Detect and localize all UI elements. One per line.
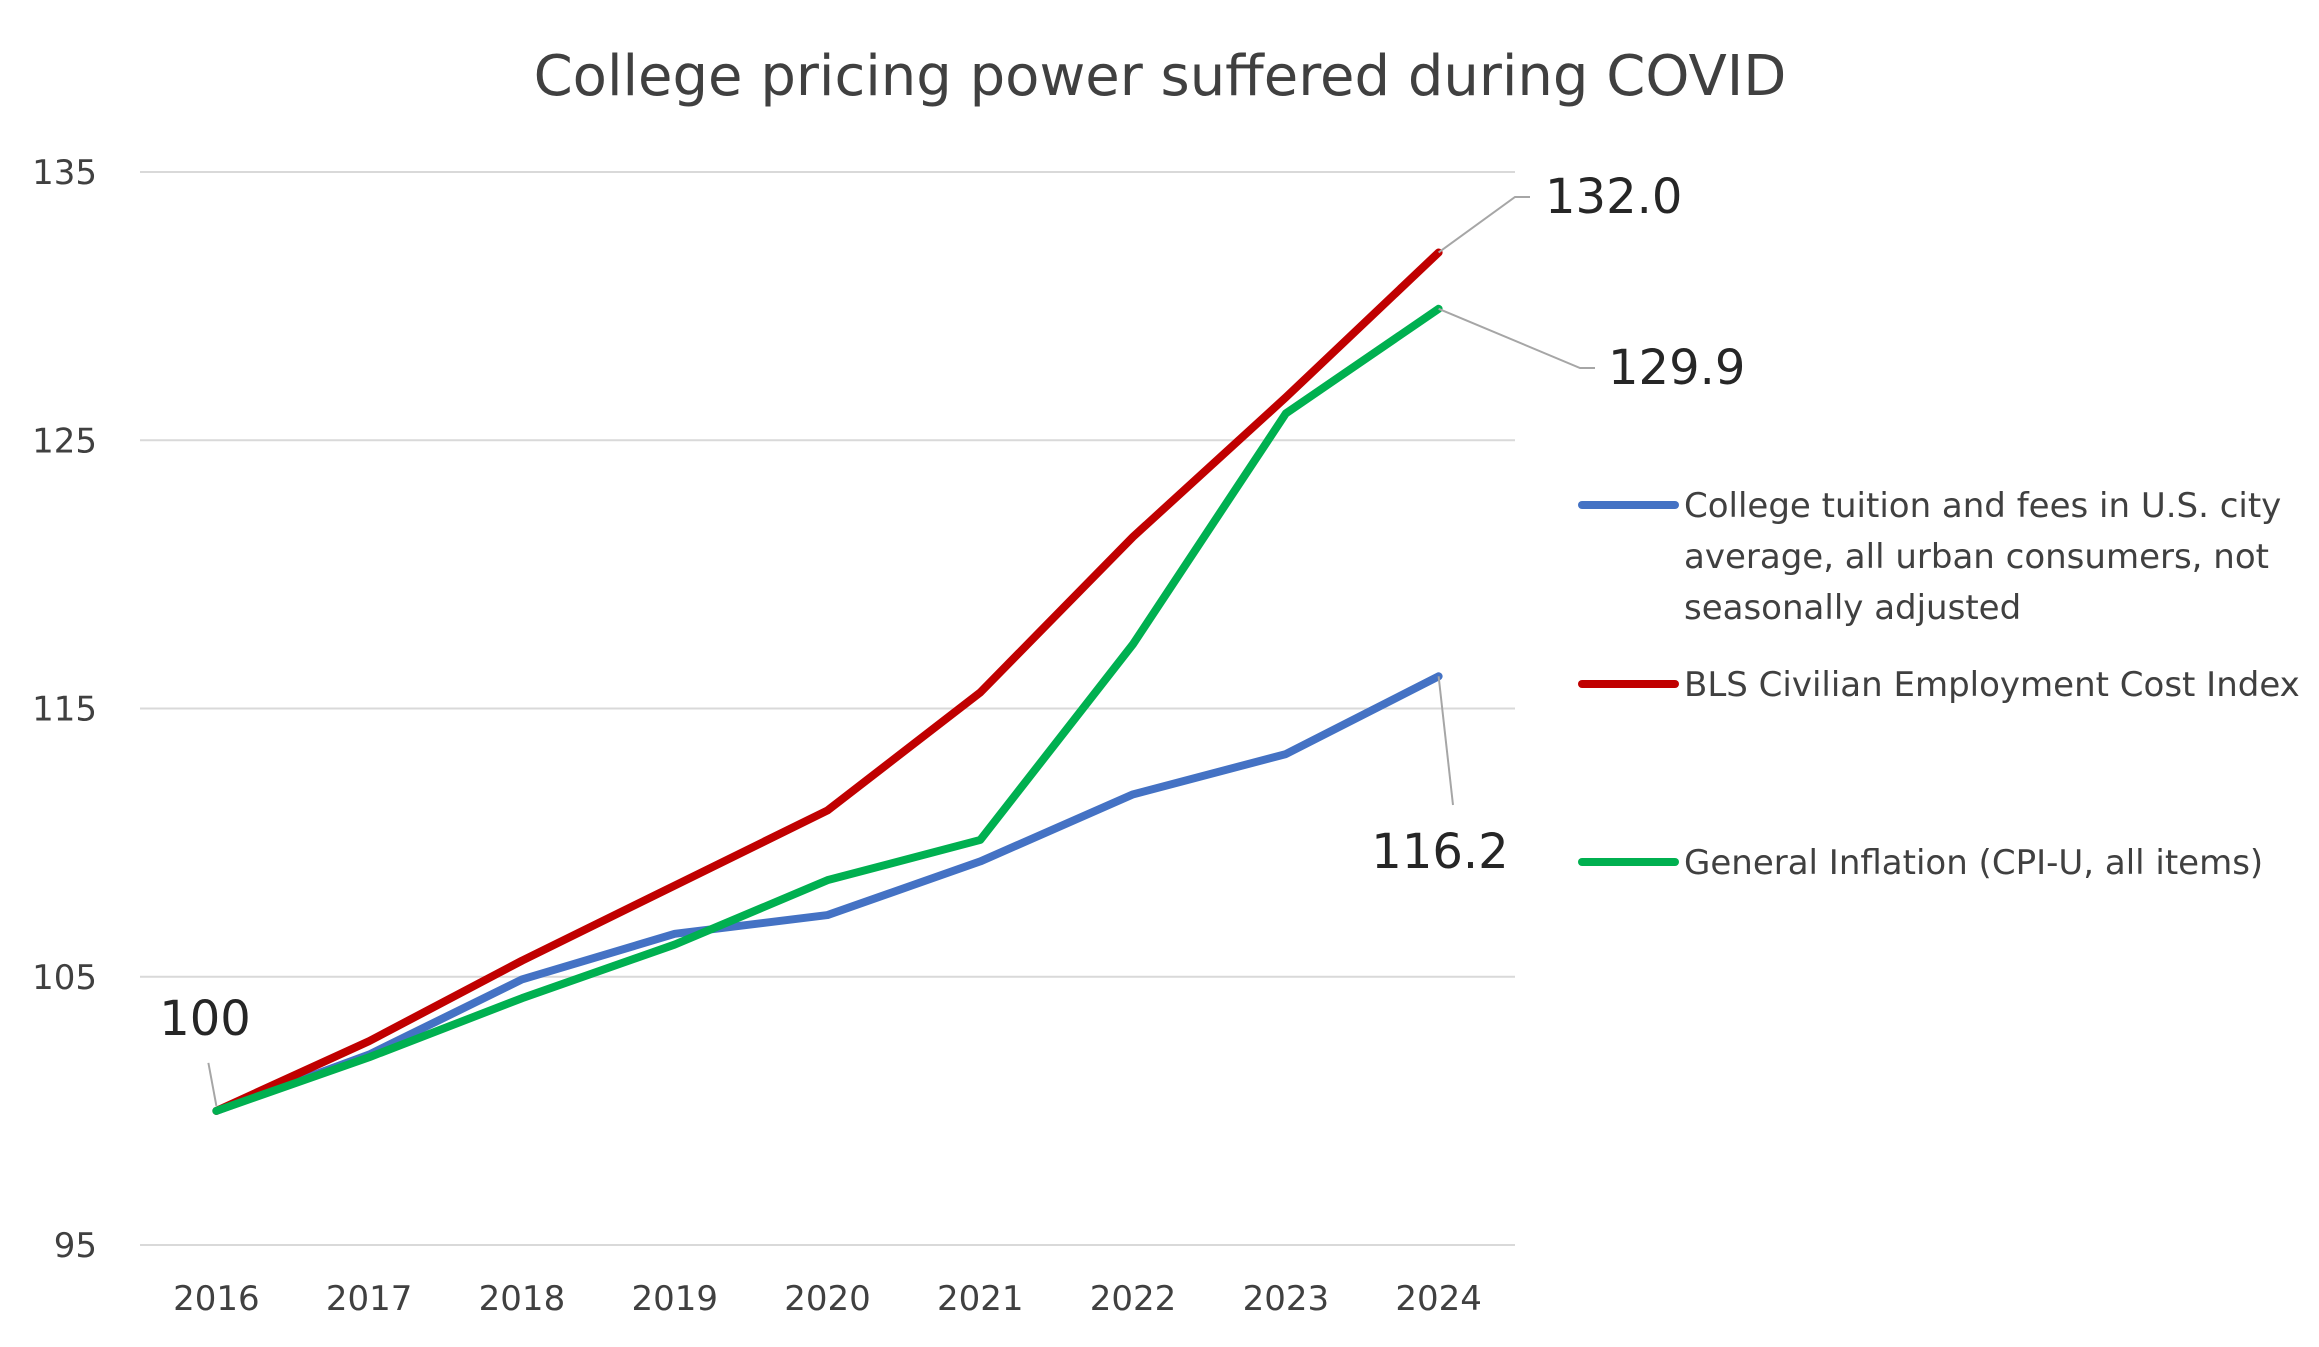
data-point (518, 957, 525, 964)
legend-label: seasonally adjusted (1684, 588, 2021, 628)
end-label-leader (1437, 676, 1454, 806)
x-tick-label: 2021 (937, 1279, 1024, 1319)
x-tick-label: 2016 (173, 1279, 260, 1319)
gridlines (140, 171, 1515, 1246)
y-tick-label: 125 (32, 421, 97, 461)
data-point (518, 995, 525, 1002)
x-tick-label: 2019 (631, 1279, 718, 1319)
data-point (1130, 533, 1137, 540)
data-point (518, 976, 525, 983)
end-label: 132.0 (1545, 169, 1682, 225)
end-label-leader (1438, 307, 1595, 369)
y-axis-ticks: 95 105 115 125 135 (32, 153, 97, 1266)
y-tick-label: 115 (32, 690, 97, 730)
end-label-leader (1438, 196, 1530, 254)
data-point (1130, 791, 1137, 798)
y-tick-label: 95 (54, 1226, 97, 1266)
series-lines (212, 248, 1443, 1115)
data-callouts: 100 132.0 129.9 116.2 (159, 169, 1745, 1107)
data-point (1130, 641, 1137, 648)
data-point (671, 930, 678, 937)
data-point (977, 836, 984, 843)
legend-label: General Inflation (CPI-U, all items) (1684, 843, 2263, 883)
end-label: 116.2 (1371, 824, 1508, 880)
x-tick-label: 2023 (1243, 1279, 1330, 1319)
legend-label: average, all urban consumers, not (1684, 537, 2269, 577)
data-point (1282, 751, 1289, 758)
data-point (824, 877, 831, 884)
start-label: 100 (159, 991, 251, 1047)
start-label-leader (207, 1062, 218, 1107)
data-point (671, 882, 678, 889)
data-point (977, 858, 984, 865)
x-tick-label: 2018 (479, 1279, 566, 1319)
x-tick-label: 2017 (326, 1279, 413, 1319)
data-point (213, 1107, 220, 1114)
chart-title: College pricing power suffered during CO… (534, 44, 1787, 109)
x-tick-label: 2020 (784, 1279, 871, 1319)
x-axis-ticks: 2016 2017 2018 2019 2020 2021 2022 2023 2024 (173, 1279, 1482, 1319)
data-point (824, 912, 831, 919)
legend: College tuition and fees in U.S. city ave… (1578, 486, 2300, 883)
data-point (366, 1054, 373, 1061)
end-label: 129.9 (1608, 340, 1745, 396)
series-line-2 (212, 248, 1443, 1115)
y-tick-label: 135 (32, 153, 97, 193)
y-tick-label: 105 (32, 958, 97, 998)
data-point (824, 807, 831, 814)
legend-label: College tuition and fees in U.S. city (1684, 486, 2281, 526)
data-point (671, 941, 678, 948)
data-point (366, 1038, 373, 1045)
data-point (1282, 410, 1289, 417)
data-point (977, 689, 984, 696)
data-point (1282, 394, 1289, 401)
x-tick-label: 2022 (1090, 1279, 1177, 1319)
x-tick-label: 2024 (1395, 1279, 1482, 1319)
legend-label: BLS Civilian Employment Cost Index (1684, 665, 2300, 705)
